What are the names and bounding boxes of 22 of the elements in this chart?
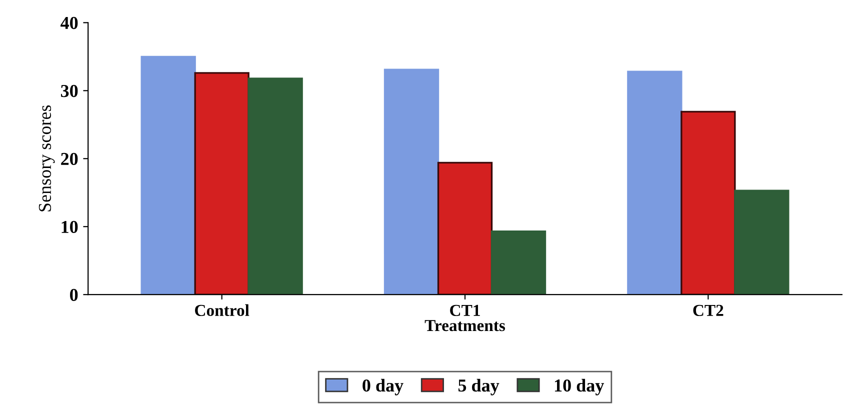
- x-tick-label: CT1: [450, 304, 480, 316]
- x-tick-label: Control: [195, 304, 250, 316]
- y-axis-title: Sensory scores: [38, 105, 55, 212]
- bar: [384, 68, 440, 295]
- bar: [627, 70, 682, 295]
- y-tick-label: 40: [60, 16, 78, 30]
- bar: [248, 78, 303, 295]
- x-axis-title: Treatments: [424, 320, 506, 332]
- y-tick-label: 0: [70, 288, 78, 302]
- bar: [194, 72, 250, 295]
- legend-label: 10 day: [554, 378, 604, 396]
- bar: [140, 56, 196, 295]
- y-tick-label: 30: [60, 84, 78, 98]
- bar: [734, 190, 790, 295]
- bar: [680, 110, 736, 295]
- bar: [490, 230, 546, 295]
- x-tick-label: CT2: [693, 304, 724, 316]
- y-tick-label: 10: [62, 220, 78, 234]
- legend-label: 0 day: [362, 378, 404, 396]
- bar: [437, 162, 493, 295]
- y-tick-label: 20: [61, 152, 78, 166]
- legend-label: 5 day: [458, 378, 500, 396]
